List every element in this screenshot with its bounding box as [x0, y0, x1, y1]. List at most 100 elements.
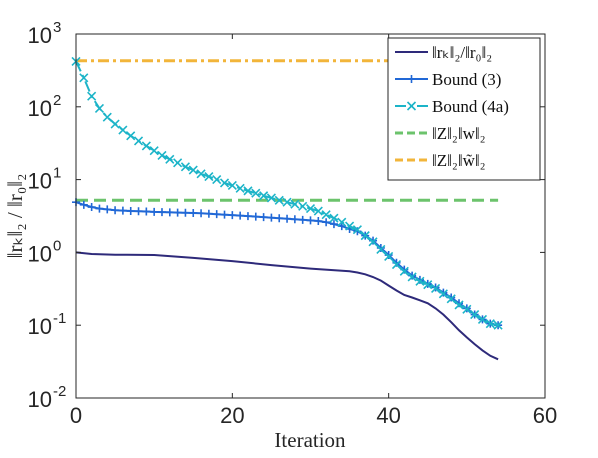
legend-entry: ‖Z‖₂‖w‖₂ [395, 124, 486, 143]
x-marker [337, 217, 347, 227]
x-marker [477, 314, 488, 325]
plus-marker [126, 207, 135, 216]
legend-entry: ‖Z‖₂‖w̃‖₂ [395, 151, 486, 170]
x-marker [259, 191, 269, 201]
plus-marker [306, 216, 315, 225]
plus-marker [298, 215, 307, 224]
plus-marker [173, 208, 182, 217]
plus-marker [134, 207, 143, 216]
y-tick-exponent: 2 [53, 92, 61, 109]
plus-marker [322, 218, 331, 227]
x-marker [227, 180, 237, 191]
y-tick-label: 10 2 [28, 92, 62, 121]
plus-marker [142, 207, 151, 216]
plus-marker [165, 208, 174, 217]
x-marker [79, 73, 89, 83]
x-marker [493, 320, 503, 330]
plus-marker [197, 209, 206, 218]
x-marker [180, 162, 190, 172]
x-marker [454, 300, 464, 310]
plus-marker [118, 206, 127, 215]
x-tick-label: 0 [70, 403, 82, 428]
plus-marker [220, 210, 229, 219]
x-tick-label: 40 [376, 403, 400, 428]
x-marker [415, 276, 425, 286]
x-marker [126, 131, 136, 141]
plus-marker [267, 213, 276, 222]
x-tick-label: 20 [220, 403, 244, 428]
y-tick-base: 10 [28, 169, 52, 194]
plus-marker [236, 211, 245, 220]
x-marker [360, 231, 370, 241]
legend-entries: ‖rₖ‖₂/‖r₀‖₂ Bound (3) Bound (4a) ‖Z‖₂‖w‖₂ ‖Z… [395, 43, 509, 170]
y-axis-label: ‖rₖ‖₂ / ‖r₀‖₂ [3, 174, 27, 259]
x-marker [102, 112, 112, 122]
x-marker [282, 197, 292, 207]
legend-label: Bound (4a) [432, 97, 509, 116]
x-marker [94, 103, 105, 113]
x-marker [462, 304, 472, 314]
y-tick-base: 10 [28, 241, 52, 266]
x-marker [298, 201, 308, 211]
series-0 [75, 251, 499, 361]
legend-box [387, 37, 541, 181]
x-marker [406, 101, 417, 111]
x-marker [345, 221, 355, 231]
legend-label: ‖Z‖₂‖w̃‖₂ [432, 151, 486, 170]
x-marker [173, 158, 183, 168]
plus-marker [204, 209, 213, 218]
y-tick-exponent: 3 [53, 19, 61, 36]
x-marker [235, 183, 245, 193]
y-tick-exponent: 0 [53, 237, 61, 254]
x-marker [149, 146, 159, 156]
plus-marker [95, 204, 104, 213]
plus-marker [181, 208, 190, 217]
x-marker [110, 119, 120, 129]
y-tick-label: 10 0 [28, 237, 62, 266]
plus-marker [103, 205, 112, 214]
plus-marker [189, 208, 198, 217]
x-marker [219, 178, 230, 188]
legend-entry: ‖rₖ‖₂/‖r₀‖₂ [395, 43, 492, 62]
x-marker [391, 260, 402, 270]
x-marker [133, 136, 144, 146]
plus-marker [79, 200, 88, 209]
plus-marker [212, 210, 221, 219]
plus-marker [243, 212, 252, 221]
x-marker [157, 150, 167, 160]
y-tick-exponent: 1 [53, 165, 61, 182]
x-marker [204, 172, 214, 182]
y-tick-label: 10 -1 [28, 310, 67, 339]
y-tick-base: 10 [28, 23, 52, 48]
x-marker [368, 237, 378, 247]
x-marker [407, 272, 417, 282]
x-marker [376, 244, 386, 254]
x-marker [305, 204, 316, 214]
series-layer [71, 56, 503, 361]
plus-marker [408, 271, 417, 280]
y-tick-base: 10 [28, 387, 52, 412]
x-marker [321, 210, 331, 220]
x-marker [470, 309, 480, 320]
plus-marker [275, 214, 284, 223]
series-2 [71, 56, 503, 330]
series-line [75, 251, 499, 361]
y-tick-base: 10 [28, 96, 52, 121]
plus-marker [290, 215, 299, 224]
plus-marker [150, 207, 159, 216]
plus-marker [283, 214, 292, 223]
plus-marker [87, 203, 96, 212]
x-marker [399, 266, 409, 276]
plus-marker [111, 206, 120, 215]
x-marker [313, 206, 323, 216]
legend-entry: Bound (3) [395, 70, 501, 89]
x-marker [266, 193, 276, 203]
x-marker [165, 154, 175, 164]
x-marker [243, 186, 253, 196]
x-marker [188, 165, 198, 175]
x-marker [118, 125, 128, 135]
y-tick-label: 10 3 [28, 19, 62, 48]
x-marker [290, 199, 300, 209]
legend-label: Bound (3) [432, 70, 501, 89]
